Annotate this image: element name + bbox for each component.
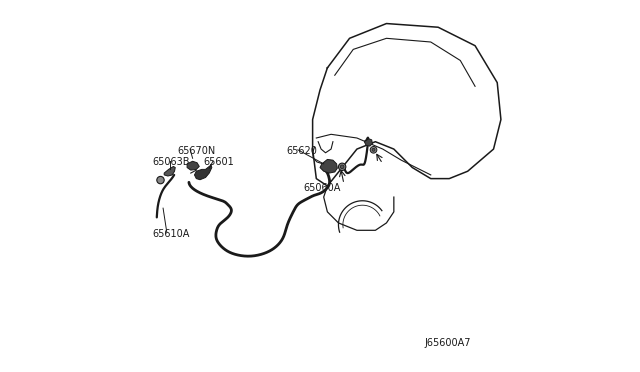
Text: J65600A7: J65600A7 bbox=[425, 339, 472, 349]
Polygon shape bbox=[195, 165, 212, 180]
Polygon shape bbox=[320, 160, 337, 173]
Text: 65063B: 65063B bbox=[152, 157, 189, 167]
Polygon shape bbox=[164, 166, 175, 176]
Circle shape bbox=[157, 176, 164, 184]
Text: 65620: 65620 bbox=[287, 146, 317, 156]
Text: 65601: 65601 bbox=[204, 157, 234, 167]
Polygon shape bbox=[187, 161, 199, 170]
Text: 65060A: 65060A bbox=[303, 183, 340, 193]
Circle shape bbox=[340, 165, 344, 169]
Polygon shape bbox=[364, 139, 372, 146]
Circle shape bbox=[370, 147, 377, 153]
Text: 65610A: 65610A bbox=[152, 229, 189, 239]
Circle shape bbox=[339, 163, 346, 170]
Text: 65670N: 65670N bbox=[178, 146, 216, 156]
Circle shape bbox=[372, 148, 375, 151]
